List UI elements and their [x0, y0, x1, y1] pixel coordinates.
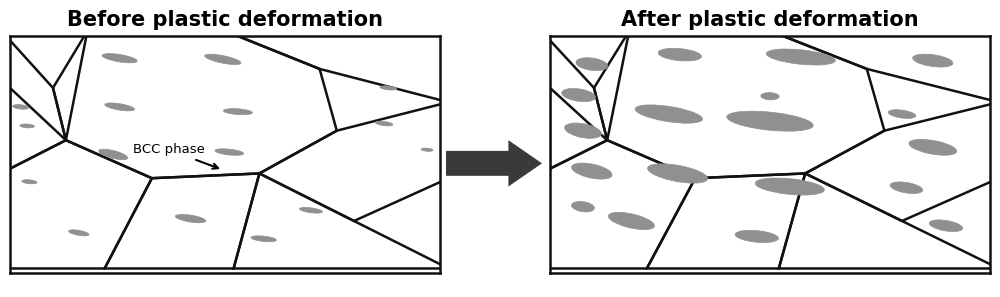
Ellipse shape [888, 110, 916, 119]
Ellipse shape [735, 230, 778, 243]
Ellipse shape [300, 207, 322, 213]
Ellipse shape [913, 54, 953, 67]
Ellipse shape [13, 105, 29, 109]
Ellipse shape [576, 58, 608, 71]
Ellipse shape [205, 54, 241, 64]
Ellipse shape [658, 48, 701, 61]
FancyArrow shape [446, 140, 542, 187]
Ellipse shape [890, 182, 923, 193]
Ellipse shape [380, 86, 397, 90]
Text: After plastic deformation: After plastic deformation [621, 10, 919, 30]
Ellipse shape [99, 149, 128, 160]
Ellipse shape [761, 93, 779, 100]
Ellipse shape [22, 180, 37, 184]
Ellipse shape [909, 139, 957, 155]
Ellipse shape [175, 214, 206, 223]
Text: Before plastic deformation: Before plastic deformation [67, 10, 383, 30]
Ellipse shape [251, 236, 276, 242]
Ellipse shape [375, 121, 393, 126]
Ellipse shape [635, 105, 703, 123]
Ellipse shape [102, 53, 137, 63]
Ellipse shape [608, 212, 654, 230]
Ellipse shape [727, 111, 813, 131]
Ellipse shape [105, 103, 134, 111]
Ellipse shape [421, 148, 433, 151]
Ellipse shape [565, 123, 601, 138]
Ellipse shape [572, 163, 612, 179]
Ellipse shape [69, 230, 89, 236]
Ellipse shape [562, 89, 595, 102]
Ellipse shape [572, 201, 594, 212]
Ellipse shape [20, 124, 34, 128]
Ellipse shape [755, 178, 824, 195]
Ellipse shape [648, 164, 708, 183]
Ellipse shape [215, 149, 244, 155]
Text: BCC phase: BCC phase [133, 143, 218, 169]
Ellipse shape [766, 49, 835, 65]
Ellipse shape [929, 220, 963, 232]
Ellipse shape [223, 109, 252, 115]
